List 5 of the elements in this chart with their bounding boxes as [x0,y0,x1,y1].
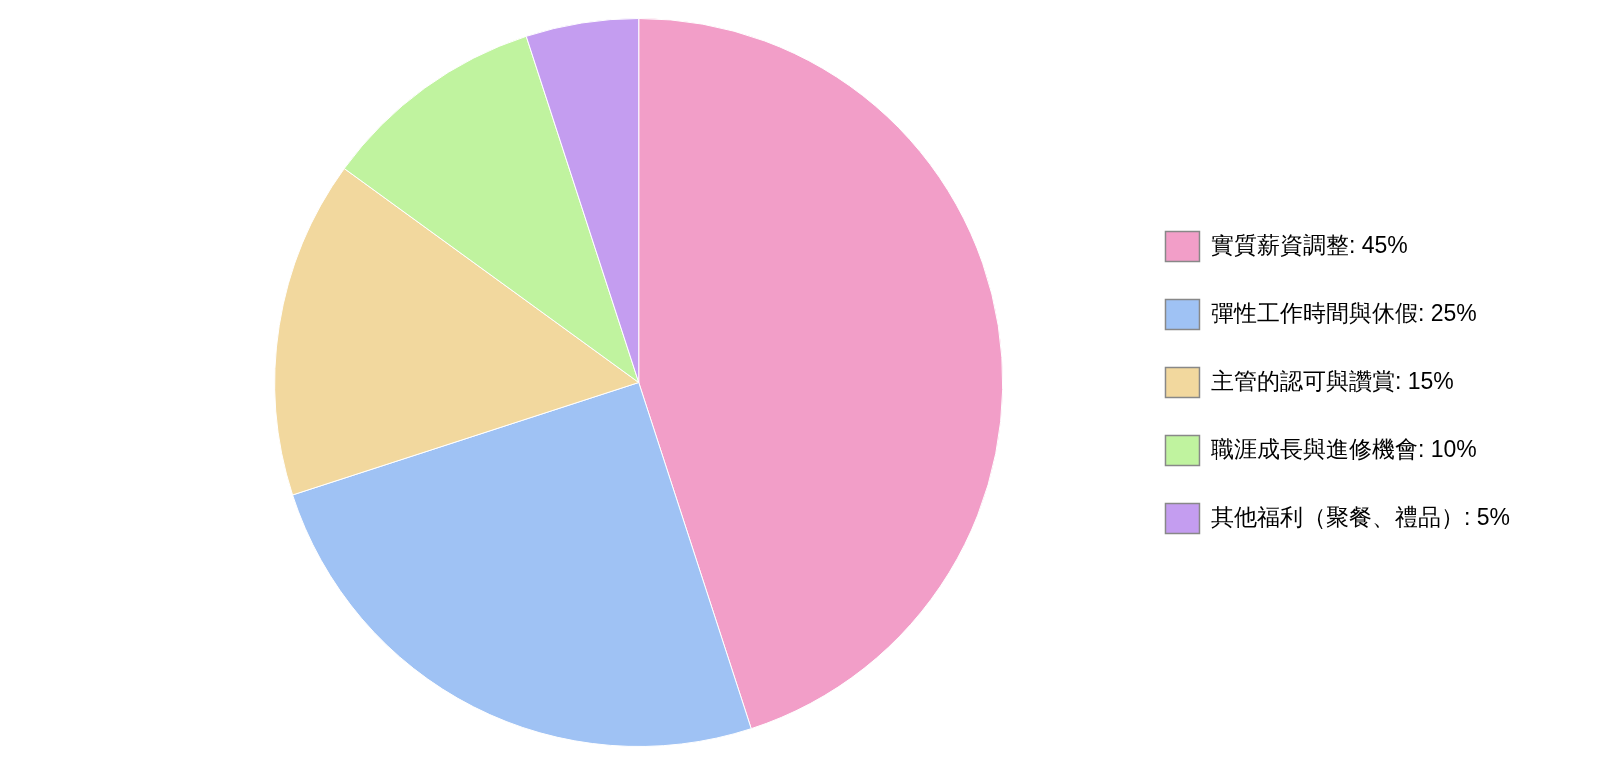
legend-label: 職涯成長與進修機會: 10% [1210,435,1477,462]
legend-label: 其他福利（聚餐、禮品）: 5% [1210,503,1511,530]
legend-label: 主管的認可與讚賞: 15% [1210,367,1454,394]
legend-label: 實質薪資調整: 45% [1210,231,1408,258]
legend-label: 彈性工作時間與休假: 25% [1210,299,1477,326]
